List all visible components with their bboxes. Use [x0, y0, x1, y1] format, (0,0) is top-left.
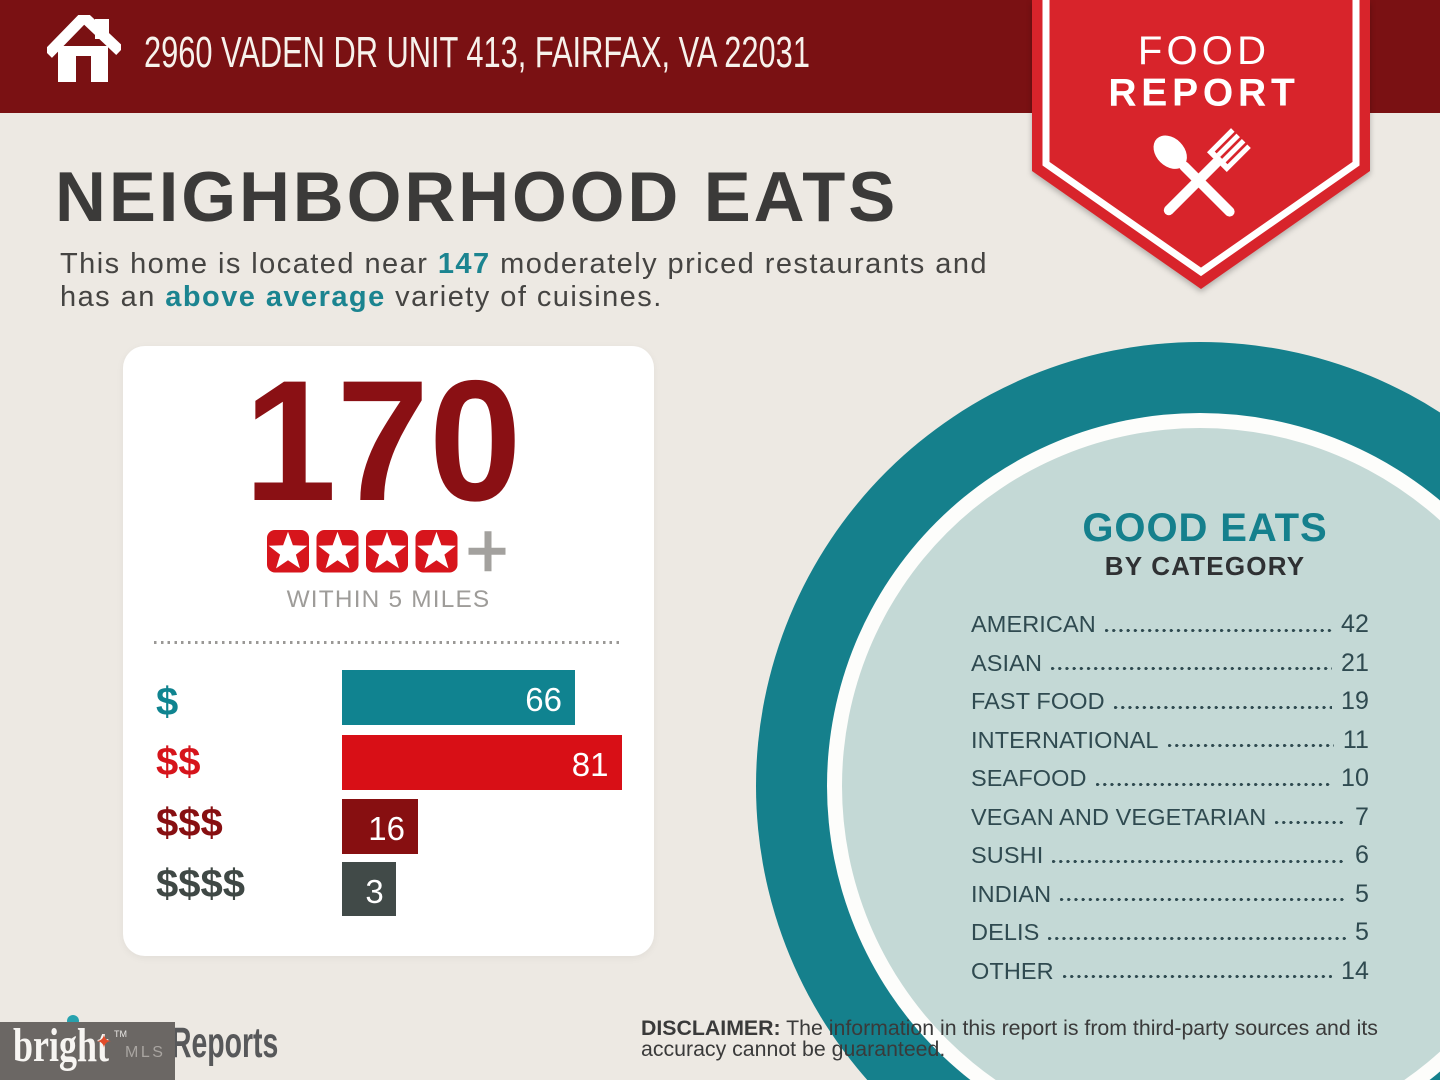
svg-text:FOOD: FOOD: [1138, 29, 1270, 73]
svg-text:REPORT: REPORT: [1108, 72, 1299, 115]
